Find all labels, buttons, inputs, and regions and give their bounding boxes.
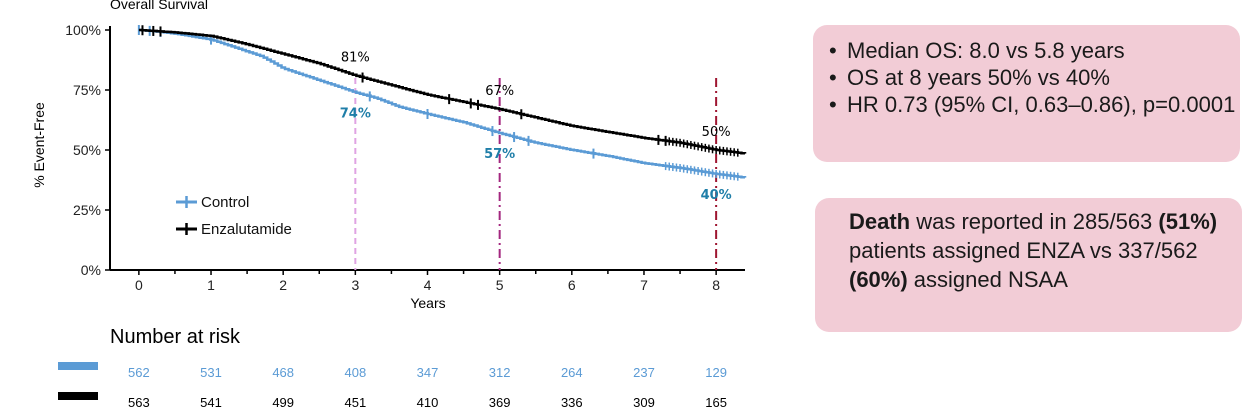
- summary-bullet-hr: HR 0.73 (95% CI, 0.63–0.86), p=0.0001: [827, 91, 1240, 118]
- death-note-box: Death was reported in 285/563 (51%) pati…: [815, 198, 1242, 332]
- x-tick-label: 3: [351, 277, 359, 293]
- control-at-risk-value: 562: [128, 365, 150, 380]
- annotation-label: 50%: [702, 125, 731, 140]
- x-tick-label: 2: [279, 277, 287, 293]
- enzalutamide-at-risk-value: 165: [705, 395, 727, 410]
- control-legend-label: Control: [201, 194, 249, 211]
- annotation-label: 67%: [485, 84, 514, 99]
- annotation-label: 81%: [341, 51, 370, 66]
- control-at-risk-value: 468: [272, 365, 294, 380]
- death-note-text: Death was reported in 285/563 (51%) pati…: [815, 198, 1242, 294]
- overall-survival-chart: Overall Survival % Event-Free Years 0%25…: [31, 0, 747, 410]
- annotation-label: 74%: [340, 106, 371, 121]
- enzalutamide-at-risk-value: 369: [489, 395, 511, 410]
- y-tick-label: 0%: [81, 262, 101, 278]
- control-at-risk-value: 347: [417, 365, 439, 380]
- y-tick-label: 100%: [65, 22, 101, 38]
- death-text-2: patients assigned ENZA vs 337/562: [849, 238, 1198, 263]
- x-tick-label: 7: [640, 277, 648, 293]
- x-tick-label: 5: [496, 277, 504, 293]
- summary-bullet-os: OS at 8 years 50% vs 40%: [827, 64, 1240, 91]
- y-tick-label: 75%: [73, 82, 101, 98]
- x-tick-label: 4: [424, 277, 432, 293]
- control-at-risk-value: 129: [705, 365, 727, 380]
- control-survival-curve: [138, 28, 747, 179]
- control-at-risk-value: 408: [344, 365, 366, 380]
- x-axis-label: Years: [410, 295, 445, 311]
- enza-percent: (51%): [1158, 209, 1218, 234]
- enzalutamide-survival-curve: [138, 28, 747, 155]
- y-tick-label: 25%: [73, 202, 101, 218]
- chart-title: Overall Survival: [110, 0, 208, 12]
- nsaa-percent: (60%): [849, 267, 908, 292]
- control-at-risk-value: 237: [633, 365, 655, 380]
- summary-box: Median OS: 8.0 vs 5.8 years OS at 8 year…: [813, 25, 1240, 162]
- x-tick-label: 8: [712, 277, 720, 293]
- annotation-label: 40%: [701, 188, 732, 203]
- y-axis-label: % Event-Free: [31, 102, 47, 188]
- enzalutamide-at-risk-value: 451: [344, 395, 366, 410]
- control-at-risk-value: 531: [200, 365, 222, 380]
- annotation-label: 57%: [484, 147, 515, 162]
- control-at-risk-value: 312: [489, 365, 511, 380]
- death-text-1: was reported in 285/563: [910, 209, 1159, 234]
- enzalutamide-legend-label: Enzalutamide: [201, 221, 292, 238]
- enzalutamide-at-risk-value: 309: [633, 395, 655, 410]
- summary-bullet-median: Median OS: 8.0 vs 5.8 years: [827, 37, 1240, 64]
- enzalutamide-at-risk-value: 336: [561, 395, 583, 410]
- x-tick-label: 1: [207, 277, 215, 293]
- death-bold: Death: [849, 209, 911, 234]
- x-tick-label: 0: [135, 277, 143, 293]
- y-tick-label: 50%: [73, 142, 101, 158]
- enzalutamide-at-risk-value: 541: [200, 395, 222, 410]
- number-at-risk-title: Number at risk: [110, 326, 241, 348]
- summary-list: Median OS: 8.0 vs 5.8 years OS at 8 year…: [813, 25, 1240, 118]
- control-risk-swatch: [58, 362, 98, 370]
- enzalutamide-risk-swatch: [58, 392, 98, 400]
- x-tick-label: 6: [568, 277, 576, 293]
- enzalutamide-at-risk-value: 499: [272, 395, 294, 410]
- control-at-risk-value: 264: [561, 365, 583, 380]
- death-text-3: assigned NSAA: [907, 267, 1068, 292]
- enzalutamide-at-risk-value: 563: [128, 395, 150, 410]
- enzalutamide-at-risk-value: 410: [417, 395, 439, 410]
